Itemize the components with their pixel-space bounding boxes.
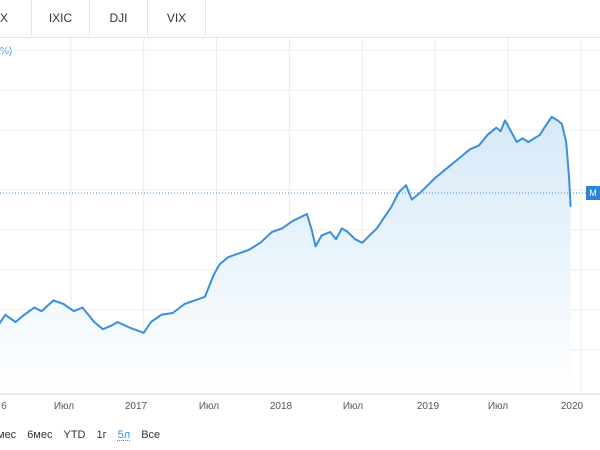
range-month[interactable]: мес	[0, 429, 17, 441]
x-tick-label: Июл	[488, 401, 508, 412]
x-tick-label: 6	[1, 401, 7, 412]
x-tick-label: 2020	[561, 401, 584, 412]
range-ytd[interactable]: YTD	[63, 429, 86, 441]
tab-ticker-dji[interactable]: DJI	[90, 0, 148, 36]
tab-ticker-ixic[interactable]: IXIC	[32, 0, 90, 36]
price-chart-svg[interactable]: 6 Июл 2017 Июл 2018 Июл 2019 Июл 2020	[0, 38, 600, 424]
range-1-year[interactable]: 1г	[96, 429, 107, 441]
price-area-fill	[0, 116, 571, 394]
tab-ticker-vix[interactable]: VIX	[148, 0, 206, 36]
x-tick-label: 2019	[417, 401, 440, 412]
price-line	[0, 115, 572, 334]
tab-ticker-0[interactable]: X	[0, 0, 32, 36]
range-5-years[interactable]: 5л	[117, 429, 131, 441]
x-tick-label: 2018	[270, 401, 293, 412]
current-price-flag: M	[586, 186, 600, 200]
ticker-tabs: X IXIC DJI VIX	[0, 0, 600, 38]
x-tick-label: Июл	[199, 401, 219, 412]
x-tick-label: Июл	[343, 401, 363, 412]
x-tick-label: Июл	[54, 401, 74, 412]
range-all[interactable]: Все	[141, 429, 161, 441]
chart-change-label: %)	[0, 46, 13, 57]
x-tick-label: 2017	[125, 401, 148, 412]
range-selector: мес 6мес YTD 1г 5л Все	[0, 426, 171, 444]
price-chart[interactable]: 6 Июл 2017 Июл 2018 Июл 2019 Июл 2020	[0, 38, 600, 424]
range-6-months[interactable]: 6мес	[27, 429, 53, 441]
